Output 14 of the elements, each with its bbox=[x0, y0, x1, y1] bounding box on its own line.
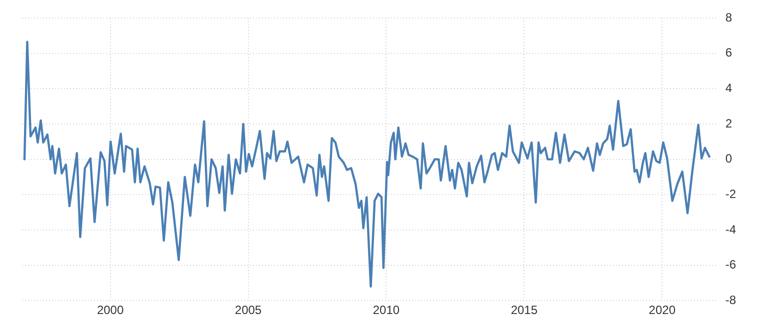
x-tick-label: 2020 bbox=[648, 303, 676, 318]
y-tick-label: 0 bbox=[725, 152, 732, 166]
x-tick-label: 2000 bbox=[96, 303, 124, 318]
x-tick-label: 2015 bbox=[510, 303, 538, 318]
x-tick-label: 2005 bbox=[234, 303, 262, 318]
y-tick-label: 8 bbox=[725, 10, 732, 24]
y-tick-label: -8 bbox=[725, 292, 736, 307]
y-tick-label: 2 bbox=[725, 116, 732, 130]
x-tick-label: 2010 bbox=[372, 303, 400, 318]
y-tick-label: -4 bbox=[725, 222, 736, 236]
y-tick-label: -2 bbox=[725, 186, 736, 201]
y-tick-label: 4 bbox=[725, 80, 732, 95]
y-tick-label: -6 bbox=[725, 258, 736, 272]
y-tick-label: 6 bbox=[725, 46, 732, 60]
